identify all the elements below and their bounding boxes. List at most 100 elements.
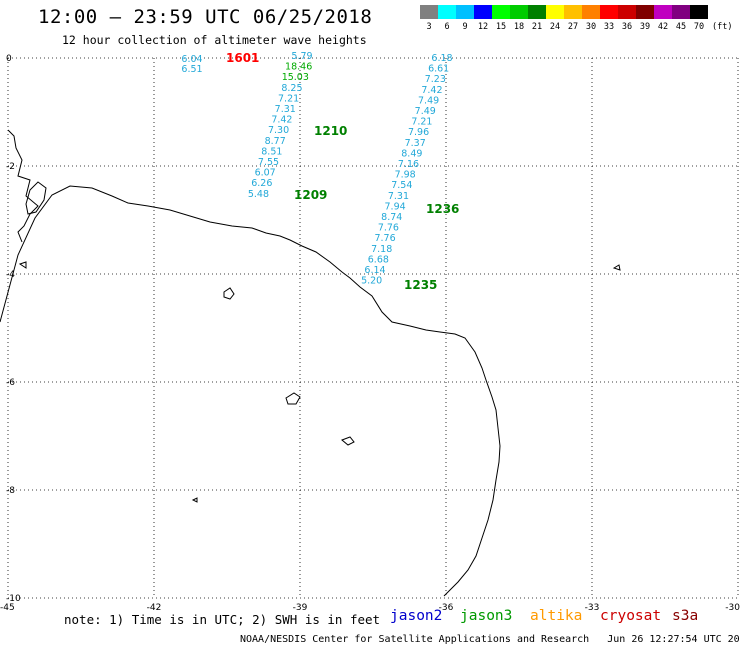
legend-altika: altika (530, 608, 583, 624)
scale-label: 33 (603, 22, 615, 32)
wave-height-value: 7.31 (388, 191, 409, 202)
legend-cryosat: cryosat (600, 608, 662, 624)
wave-height-value: 8.74 (381, 212, 402, 223)
scale-swatch (474, 5, 492, 19)
wave-height-value: 7.21 (278, 93, 299, 104)
wave-height-value: 7.98 (395, 170, 416, 181)
island-small-3 (341, 436, 355, 446)
scale-swatch (582, 5, 600, 19)
wave-height-value: 7.30 (268, 125, 289, 136)
x-tick-label: -42 (147, 603, 162, 613)
amazon-island (25, 181, 47, 215)
wave-height-value: 18.46 (285, 62, 312, 73)
scale-swatch (690, 5, 708, 19)
island-small-6 (18, 261, 27, 269)
island-small-1 (223, 287, 235, 300)
scale-label: 18 (513, 22, 525, 32)
scale-label: 3 (426, 22, 432, 32)
scale-label: 6 (444, 22, 450, 32)
wave-height-value: 6.07 (255, 168, 276, 179)
wave-height-value: 7.94 (385, 201, 406, 212)
scale-label: 12 (477, 22, 489, 32)
scale-swatch (618, 5, 636, 19)
island-small-2 (285, 392, 301, 405)
scale-swatch (636, 5, 654, 19)
pass-time-label: 1236 (426, 202, 459, 216)
y-tick-label: -2 (6, 162, 15, 172)
wave-height-value: 5.79 (291, 51, 312, 62)
y-tick-label: -6 (6, 378, 15, 388)
wave-height-value: 7.42 (271, 115, 292, 126)
footer-credit: NOAA/NESDIS Center for Satellite Applica… (240, 634, 740, 645)
legend-jason2: jason2 (390, 608, 443, 624)
wave-height-value: 6.14 (364, 265, 385, 276)
scale-label: 24 (549, 22, 561, 32)
legend-jason3: jason3 (460, 608, 513, 624)
scale-swatch (546, 5, 564, 19)
pass-time-label: 1235 (404, 278, 437, 292)
scale-label: 36 (621, 22, 633, 32)
wave-height-value: 6.68 (368, 254, 389, 265)
wave-height-value: 15.03 (282, 72, 309, 83)
scale-label: 21 (531, 22, 543, 32)
pass-time-label: 1601 (226, 51, 259, 65)
color-scale: 3 6 9 12 15 18 21 24 27 30 33 36 39 42 45 70 (420, 5, 708, 32)
wave-height-value: 7.37 (405, 138, 426, 149)
x-tick-label: -45 (0, 603, 15, 613)
scale-swatch (654, 5, 672, 19)
page-title: 12:00 – 23:59 UTC 06/25/2018 (38, 6, 373, 28)
wave-height-value: 6.61 (428, 64, 449, 75)
wave-height-value: 7.49 (415, 106, 436, 117)
scale-unit: (ft) (712, 22, 733, 32)
x-tick-label: -30 (725, 603, 740, 613)
wave-height-value: 7.54 (391, 180, 412, 191)
y-tick-label: -10 (6, 594, 21, 604)
lat-lon-grid: -45 -42 -39 -36 -33 -30 0 -2 -4 -6 -8 -10 (0, 54, 740, 613)
wave-height-value: 6.26 (251, 178, 272, 189)
wave-height-value: 7.76 (374, 233, 395, 244)
wave-height-value: 7.76 (378, 223, 399, 234)
wave-height-value: 8.49 (401, 148, 422, 159)
wave-height-value: 5.20 (361, 276, 382, 287)
wave-height-value: 8.25 (281, 83, 302, 94)
scale-label: 9 (462, 22, 468, 32)
scale-label: 70 (693, 22, 705, 32)
x-tick-label: -33 (585, 603, 600, 613)
wave-height-value: 7.23 (425, 74, 446, 85)
wave-height-value: 5.48 (248, 189, 269, 200)
legend-s3a: s3a (672, 608, 699, 624)
scale-label: 30 (585, 22, 597, 32)
wave-height-value: 7.21 (411, 117, 432, 128)
scale-label: 15 (495, 22, 507, 32)
x-tick-label: -36 (439, 603, 454, 613)
y-tick-label: 0 (6, 54, 12, 64)
scale-swatch (438, 5, 456, 19)
wave-height-value: 7.96 (408, 127, 429, 138)
wave-height-value: 7.42 (421, 85, 442, 96)
wave-height-value: 8.77 (265, 136, 286, 147)
amazon-delta-coast (7, 129, 39, 243)
scale-swatch (600, 5, 618, 19)
scale-label: 27 (567, 22, 579, 32)
brazil-coastline (0, 185, 501, 597)
pass-time-label: 1209 (294, 188, 327, 202)
scale-swatch (492, 5, 510, 19)
scale-label: 45 (675, 22, 687, 32)
wave-height-value: 8.51 (261, 146, 282, 157)
wave-height-value: 6.04 (181, 54, 202, 65)
scale-swatch (528, 5, 546, 19)
wave-height-value: 7.16 (398, 159, 419, 170)
wave-height-value: 6.51 (181, 64, 202, 75)
island-small-5 (191, 497, 198, 503)
x-tick-label: -39 (293, 603, 308, 613)
scale-swatch (456, 5, 474, 19)
island-small-4 (612, 264, 621, 271)
scale-label: 42 (657, 22, 669, 32)
y-tick-label: -8 (6, 486, 15, 496)
coastline (0, 129, 621, 597)
wave-height-value: 6.18 (431, 53, 452, 64)
pass-time-label: 1210 (314, 124, 347, 138)
scale-swatch (672, 5, 690, 19)
